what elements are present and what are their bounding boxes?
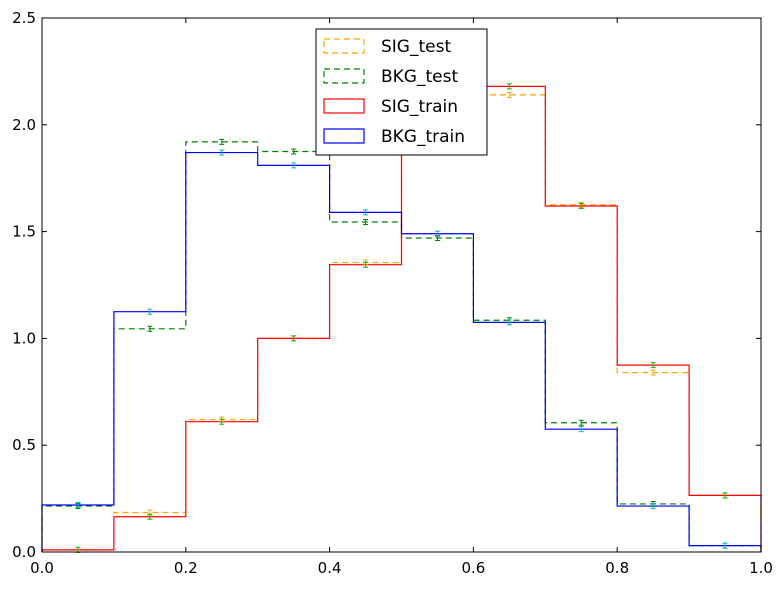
x-tick-label: 1.0	[749, 559, 773, 577]
plot-frame	[41, 17, 762, 553]
errorbar-bkg-test-2	[219, 138, 225, 145]
errorbar-bkg-train-7	[578, 426, 584, 433]
errorbar-bkg-test-7	[578, 419, 584, 426]
series-layer	[41, 85, 762, 552]
errorbar-sig-train-4	[363, 261, 369, 268]
y-tick-label: 1.5	[12, 223, 36, 241]
errorbar-sig-train-9	[722, 492, 728, 499]
errorbar-bkg-train-1	[147, 308, 153, 315]
x-tick-label: 0.4	[318, 559, 342, 577]
errorbar-bkg-train-4	[363, 209, 369, 216]
errorbar-layer	[75, 83, 728, 553]
errorbar-bkg-train-9	[722, 542, 728, 549]
y-tick-label: 2.0	[12, 116, 36, 134]
errorbar-sig-train-7	[578, 202, 584, 209]
errorbar-sig-train-6	[506, 83, 512, 90]
legend-label-sig-train: SIG_train	[381, 97, 458, 117]
errorbar-sig-test-8	[650, 369, 656, 376]
legend-label-bkg-train: BKG_train	[381, 127, 465, 147]
y-tick-label: 0.0	[12, 543, 36, 561]
errorbar-sig-train-3	[291, 335, 297, 342]
errorbar-sig-train-8	[650, 362, 656, 369]
x-tick-label: 0.8	[605, 559, 629, 577]
errorbar-bkg-train-3	[291, 162, 297, 169]
errorbar-sig-test-6	[506, 91, 512, 98]
legend-swatch-bkg-train	[323, 128, 365, 144]
errorbar-sig-train-1	[147, 513, 153, 520]
errorbar-bkg-train-6	[506, 319, 512, 326]
errorbar-sig-train-2	[219, 418, 225, 425]
errorbar-bkg-train-0	[75, 502, 81, 509]
legend-label-sig-test: SIG_test	[381, 37, 451, 57]
x-tick-label: 0.0	[30, 559, 54, 577]
errorbar-bkg-test-1	[147, 325, 153, 332]
y-tick-label: 1.0	[12, 329, 36, 347]
legend-swatch-sig-test	[323, 38, 365, 54]
legend: SIG_test BKG_test SIG_train BKG_train	[315, 28, 488, 156]
legend-swatch-bkg-test	[323, 68, 365, 84]
errorbar-bkg-test-4	[363, 218, 369, 225]
legend-frame	[315, 28, 488, 156]
x-tick-label: 0.6	[461, 559, 485, 577]
series-line-bkg-train	[41, 151, 762, 552]
errorbar-bkg-train-5	[434, 230, 440, 237]
tick-layer: 0.0 0.2 0.4 0.6 0.8 1.0 0.0 0.5 1.0 1.5 2.0 2.5	[12, 9, 773, 577]
legend-label-bkg-test: BKG_test	[381, 67, 458, 87]
errorbar-bkg-train-8	[650, 503, 656, 510]
series-line-sig-train	[41, 85, 762, 552]
errorbar-bkg-train-2	[219, 149, 225, 156]
x-tick-label: 0.2	[174, 559, 198, 577]
errorbar-bkg-test-3	[291, 148, 297, 155]
legend-swatch-sig-train	[323, 98, 365, 114]
y-tick-label: 2.5	[12, 9, 36, 27]
y-tick-label: 0.5	[12, 436, 36, 454]
